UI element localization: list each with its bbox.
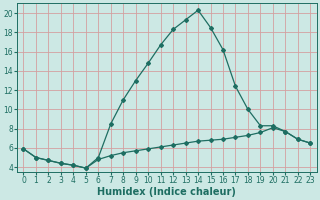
X-axis label: Humidex (Indice chaleur): Humidex (Indice chaleur) [98,187,236,197]
